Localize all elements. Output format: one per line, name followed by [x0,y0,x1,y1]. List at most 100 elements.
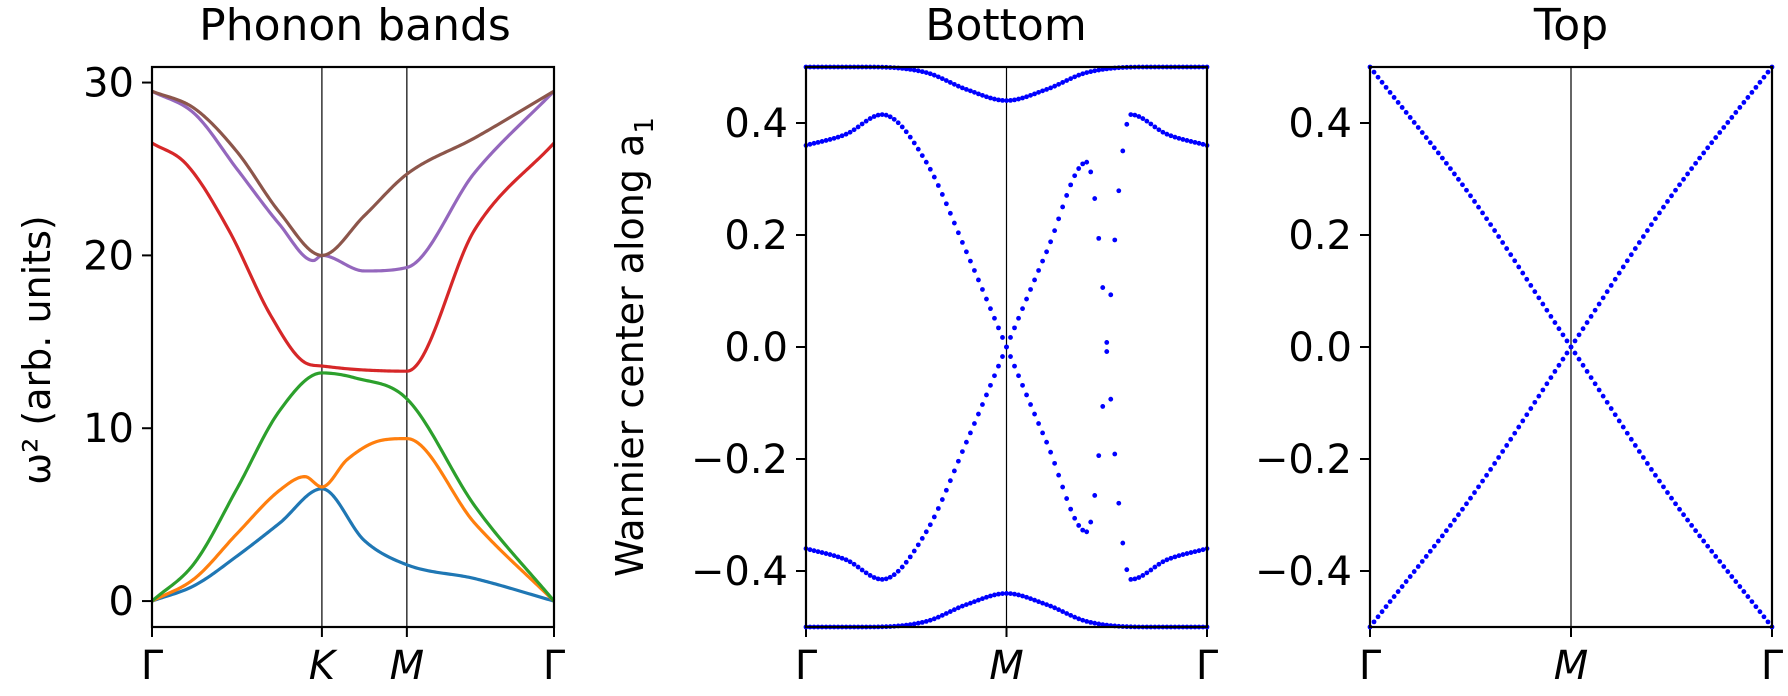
wannier-point [1020,95,1025,101]
wannier-point [1024,296,1029,302]
wannier-point [1636,240,1642,245]
y-axis-label: ω² (arb. units) [15,215,59,484]
wannier-point [1717,130,1723,135]
wannier-point [992,373,997,379]
wannier-point [1056,607,1062,613]
wannier-point [943,201,949,207]
band-line-2 [151,437,556,603]
wannier-point [1040,88,1045,94]
wannier-point [1100,622,1106,627]
wannier-point [827,137,833,142]
wannier-point [1016,592,1021,598]
wannier-point [1152,564,1158,570]
wannier-point [1140,573,1146,578]
wannier-point [964,602,969,607]
wannier-point [996,363,1001,369]
wannier-point [1052,460,1058,466]
wannier-point [1407,574,1413,579]
wannier-point [1048,85,1054,91]
wannier-point [839,555,845,561]
wannier-point [1592,381,1598,387]
wannier-point [1528,283,1534,288]
wannier-point [988,306,993,312]
wannier-point [1765,619,1771,625]
wannier-point [1052,228,1058,234]
wannier-point [1180,552,1186,557]
wannier-point [955,458,961,464]
wannier-point [1472,199,1477,204]
wannier-point [943,487,949,493]
wannier-point [1016,96,1021,102]
wannier-point [1588,375,1594,380]
wannier-point [1088,69,1094,75]
wannier-point [968,430,973,436]
wannier-point [984,296,989,302]
wannier-point [1508,436,1514,442]
wannier-point [823,551,829,556]
wannier-point [951,607,957,613]
y-tick-label: 0.0 [724,325,788,371]
wannier-point [927,166,933,172]
wannier-point [1116,500,1122,506]
wannier-point [1653,216,1658,222]
panel-title: Bottom [925,0,1086,51]
wannier-point [1749,599,1755,604]
wannier-point [1616,270,1622,276]
wannier-point [1064,193,1070,198]
wannier-point [1096,621,1102,627]
wannier-point [1689,166,1694,172]
wannier-point [1725,120,1731,125]
wannier-point [1460,506,1465,512]
wannier-point [871,575,877,580]
wannier-point [1713,554,1719,559]
wannier-point [1649,222,1654,228]
wannier-point [919,619,925,625]
y-axis-label-subscript: 1 [630,117,660,134]
wannier-point [1044,439,1049,445]
wannier-point [1072,614,1078,620]
wannier-point [1036,599,1041,605]
wannier-point [1076,72,1082,78]
wannier-point [1556,362,1562,368]
wannier-point [1032,597,1037,603]
wannier-point [1496,234,1502,239]
wannier-point [1064,496,1070,501]
wannier-point [1048,603,1054,609]
wannier-point [1544,381,1550,387]
wannier-point [1628,436,1634,442]
wannier-point [1176,553,1182,559]
wannier-point [1000,335,1005,340]
wannier-point [859,567,865,573]
wannier-point [927,522,933,528]
wannier-point [867,116,873,121]
wannier-point [1697,155,1703,161]
wannier-point [1188,139,1194,144]
wannier-point [1520,270,1526,276]
wannier-point [1084,159,1090,165]
wannier-point [1383,84,1389,90]
wannier-point [1628,252,1634,258]
wannier-point [955,605,961,611]
wannier-point [1439,533,1445,539]
wannier-point [923,529,929,535]
wannier-point [1604,289,1610,295]
wannier-point [1020,306,1025,312]
wannier-point [1548,375,1554,380]
wannier-point [1480,210,1485,216]
wannier-point [1580,326,1586,332]
wannier-point [1108,396,1114,402]
y-tick-label: 0.2 [1288,213,1352,259]
wannier-point [1080,161,1086,167]
wannier-point [823,138,829,143]
wannier-point [903,129,909,135]
wannier-point [883,112,889,118]
wannier-point [1004,344,1009,350]
wannier-point [927,71,933,77]
wannier-point [863,570,869,576]
wannier-point [947,478,953,484]
wannier-point [980,287,985,292]
wannier-point [855,564,861,570]
x-tick-label: M [390,643,425,689]
wannier-point [1620,424,1626,430]
wannier-point [1044,87,1049,92]
